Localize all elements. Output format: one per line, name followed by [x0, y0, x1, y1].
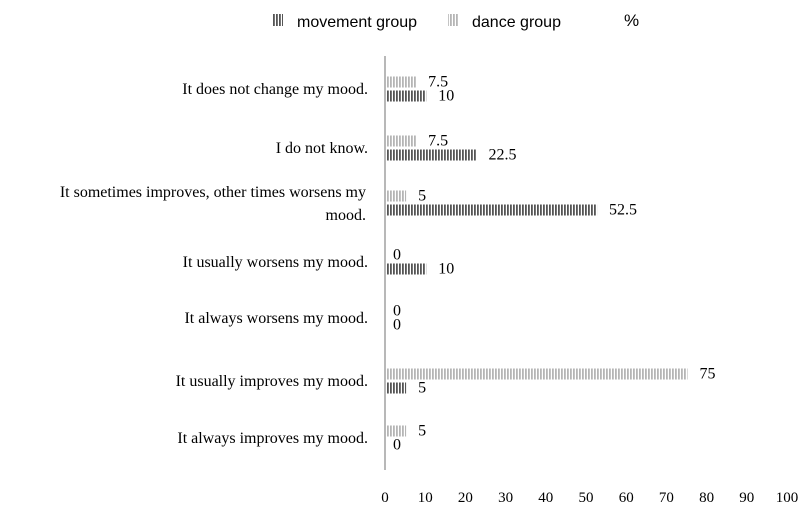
value-label-movement-group-4: 0	[393, 317, 401, 334]
x-tick-label-50: 50	[579, 490, 594, 506]
value-label-dance-group-1: 7.5	[428, 133, 448, 150]
value-label-dance-group-5: 75	[700, 366, 716, 383]
bar-dance-group-6	[386, 425, 407, 437]
bar-dance-group-0	[386, 76, 417, 88]
x-tick-label-0: 0	[381, 490, 389, 506]
bar-movement-group-2	[386, 204, 598, 216]
category-label-1: I do not know.	[276, 140, 368, 157]
value-label-movement-group-6: 0	[393, 437, 401, 454]
legend-label-dance: dance group	[472, 14, 561, 31]
category-label-3: It usually worsens my mood.	[183, 254, 368, 271]
x-tick-label-20: 20	[458, 490, 473, 506]
value-label-dance-group-0: 7.5	[428, 74, 448, 91]
bar-dance-group-1	[386, 135, 417, 147]
x-tick-label-30: 30	[498, 490, 513, 506]
bar-dance-group-2	[386, 190, 407, 202]
value-label-dance-group-2: 5	[418, 188, 426, 205]
value-label-movement-group-5: 5	[418, 380, 426, 397]
value-label-movement-group-2: 52.5	[609, 202, 637, 219]
bar-movement-group-0	[386, 90, 427, 102]
x-tick-label-70: 70	[659, 490, 674, 506]
value-label-movement-group-3: 10	[438, 261, 454, 278]
category-label-6: It always improves my mood.	[177, 430, 368, 447]
x-tick-label-10: 10	[418, 490, 433, 506]
bar-movement-group-3	[386, 263, 427, 275]
value-label-dance-group-6: 5	[418, 423, 426, 440]
bar-movement-group-5	[386, 382, 407, 394]
legend-label-movement: movement group	[297, 14, 417, 31]
legend: movement group dance group %	[273, 11, 639, 31]
x-tick-label-90: 90	[739, 490, 754, 506]
value-label-dance-group-3: 0	[393, 247, 401, 264]
x-tick-label-80: 80	[699, 490, 714, 506]
category-label-4: It always worsens my mood.	[184, 310, 368, 327]
bar-movement-group-1	[386, 149, 477, 161]
category-label-2: It sometimes improves, other times worse…	[60, 184, 366, 224]
bar-dance-group-5	[386, 368, 688, 380]
value-label-movement-group-0: 10	[438, 88, 454, 105]
x-tick-label-60: 60	[619, 490, 634, 506]
category-label-5: It usually improves my mood.	[176, 373, 368, 390]
legend-swatch-movement	[273, 14, 283, 26]
value-label-movement-group-1: 22.5	[488, 147, 516, 164]
value-label-dance-group-4: 0	[393, 303, 401, 320]
x-tick-label-40: 40	[538, 490, 553, 506]
x-tick-label-100: 100	[776, 490, 799, 506]
category-label-0: It does not change my mood.	[182, 81, 368, 98]
legend-swatch-dance	[448, 14, 458, 26]
unit-label: %	[624, 11, 639, 30]
